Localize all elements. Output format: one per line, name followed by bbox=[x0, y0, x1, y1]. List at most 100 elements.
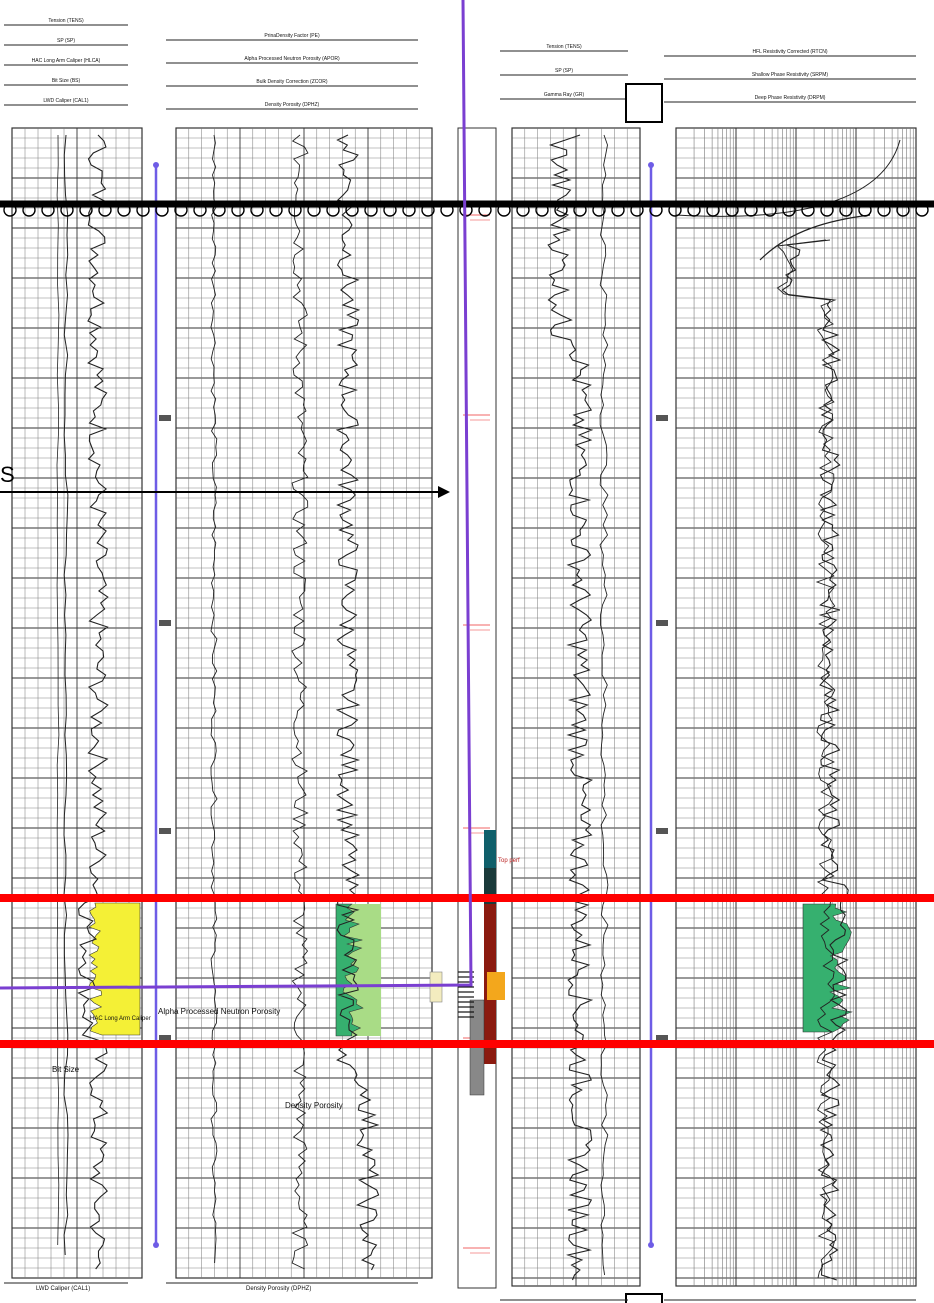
datum-bead bbox=[877, 203, 891, 217]
datum-bead bbox=[915, 203, 929, 217]
right-depth-tick bbox=[656, 620, 668, 626]
packer-element bbox=[487, 972, 505, 1000]
zone-top-boundary bbox=[0, 894, 934, 902]
datum-bead bbox=[364, 203, 378, 217]
datum-bead bbox=[117, 203, 131, 217]
header-right-track2-row-label: Deep Phase Resistivity (DRPM) bbox=[755, 95, 826, 101]
datum-bead bbox=[687, 203, 701, 217]
datum-bead bbox=[440, 203, 454, 217]
right-depth-marker bbox=[648, 1242, 654, 1248]
caliper-annotation: HAC Long Arm Caliper bbox=[90, 1016, 151, 1022]
datum-bead bbox=[174, 203, 188, 217]
datum-bead bbox=[801, 203, 815, 217]
bit-size-curve-left bbox=[56, 134, 60, 1246]
right-depth-column bbox=[642, 128, 674, 1286]
left-depth-tick bbox=[159, 620, 171, 626]
header-right-track2-row-label: HFL Resistivity Corrected (RTCN) bbox=[752, 49, 827, 55]
header-right-track1-row-label: Tension (TENS) bbox=[546, 44, 582, 50]
datum-bead bbox=[326, 203, 340, 217]
datum-bead bbox=[896, 203, 910, 217]
datum-bead bbox=[383, 203, 397, 217]
header-left-track1-row-label: Tension (TENS) bbox=[48, 18, 84, 24]
resistivity-top-curve-2 bbox=[759, 214, 871, 261]
datum-bead bbox=[136, 203, 150, 217]
overlays bbox=[0, 0, 934, 1048]
datum-bead bbox=[193, 203, 207, 217]
datum-bead bbox=[516, 203, 530, 217]
datum-bead bbox=[41, 203, 55, 217]
datum-bead bbox=[98, 203, 112, 217]
header-left-track1-row-label: Bit Size (BS) bbox=[52, 78, 81, 84]
datum-bead bbox=[725, 203, 739, 217]
cross-section-arrow-head bbox=[438, 486, 450, 498]
datum-bead bbox=[22, 203, 36, 217]
header-right-track1-row-label: Gamma Ray (GR) bbox=[544, 92, 585, 98]
gamma-ray-curve-left bbox=[77, 134, 109, 1270]
datum-bead bbox=[212, 203, 226, 217]
porosity-fill-left bbox=[335, 903, 364, 1037]
cross-section-label: S bbox=[0, 462, 15, 487]
header-left-track1-row-label: HAC Long Arm Caliper (HLCA) bbox=[32, 58, 101, 64]
left-depth-marker bbox=[153, 162, 159, 168]
datum-bead bbox=[250, 203, 264, 217]
header-right-track2-row-label: Shallow Phase Resistivity (SRPM) bbox=[752, 72, 828, 78]
header-left-track2-row-label: Alpha Processed Neutron Porosity (APOR) bbox=[244, 56, 340, 62]
datum-bead bbox=[288, 203, 302, 217]
datum-bead bbox=[535, 203, 549, 217]
datum-bead bbox=[611, 203, 625, 217]
header-right-logo-box bbox=[625, 83, 663, 123]
density-porosity-annotation: Density Porosity bbox=[285, 1101, 343, 1110]
footer-right-logo-box bbox=[625, 1293, 663, 1303]
header-left-track2-row-label: Bulk Density Correction (ZCOR) bbox=[256, 79, 327, 85]
right-depth-tick bbox=[656, 415, 668, 421]
datum-bead bbox=[592, 203, 606, 217]
left-depth-marker bbox=[153, 1242, 159, 1248]
caliper-curve-left bbox=[63, 134, 69, 1256]
datum-bead bbox=[554, 203, 568, 217]
footer-caliper-label: LWD Caliper (CAL1) bbox=[36, 1286, 91, 1292]
left-depth-tick bbox=[159, 828, 171, 834]
footer-density-label: Density Porosity (DPHZ) bbox=[246, 1286, 312, 1292]
log-curves bbox=[56, 134, 901, 1281]
datum-bead bbox=[60, 203, 74, 217]
right-depth-marker bbox=[648, 162, 654, 168]
datum-bead bbox=[763, 203, 777, 217]
header-left-track2-row-label: PrinaDensity Factor (PE) bbox=[264, 33, 320, 39]
right-depth-tick bbox=[656, 1035, 668, 1041]
neutron-curve-left bbox=[291, 134, 309, 1270]
shallow-resistivity-curve bbox=[776, 239, 837, 1279]
datum-bead bbox=[231, 203, 245, 217]
wellbore-column bbox=[457, 127, 497, 1289]
datum-bead bbox=[782, 203, 796, 217]
datum-bead bbox=[573, 203, 587, 217]
well-trajectory-line bbox=[0, 0, 473, 990]
left-depth-tick bbox=[159, 415, 171, 421]
datum-bead bbox=[630, 203, 644, 217]
deep-resistivity-curve bbox=[781, 239, 849, 1281]
track-grids bbox=[11, 127, 917, 1289]
density-curve-left bbox=[335, 134, 380, 1271]
datum-bead bbox=[497, 203, 511, 217]
datum-bead bbox=[858, 203, 872, 217]
datum-bead bbox=[839, 203, 853, 217]
datum-bead bbox=[478, 203, 492, 217]
completion-string bbox=[484, 830, 496, 868]
sp-curve-right bbox=[599, 134, 609, 1276]
datum-bead bbox=[744, 203, 758, 217]
log-headers: Tension (TENS) SP (SP) HAC Long Arm Calipe… bbox=[4, 18, 916, 1303]
header-left-track1-row-label: SP (SP) bbox=[57, 38, 75, 44]
header-left-track2-row-label: Density Porosity (DPHZ) bbox=[265, 102, 320, 108]
datum-bead bbox=[402, 203, 416, 217]
bit-size-annotation: Bit Size bbox=[52, 1065, 80, 1074]
datum-bead bbox=[421, 203, 435, 217]
datum-bead bbox=[345, 203, 359, 217]
top-perf-annotation: Top perf bbox=[498, 858, 520, 864]
core-plug-marker bbox=[429, 971, 443, 1003]
header-left-track1-row-label: LWD Caliper (CAL1) bbox=[43, 98, 89, 104]
datum-bead bbox=[307, 203, 321, 217]
gamma-ray-curve-right bbox=[547, 134, 594, 1281]
left-depth-tick bbox=[159, 1035, 171, 1041]
zone-base-boundary bbox=[0, 1040, 934, 1048]
datum-bead bbox=[649, 203, 663, 217]
